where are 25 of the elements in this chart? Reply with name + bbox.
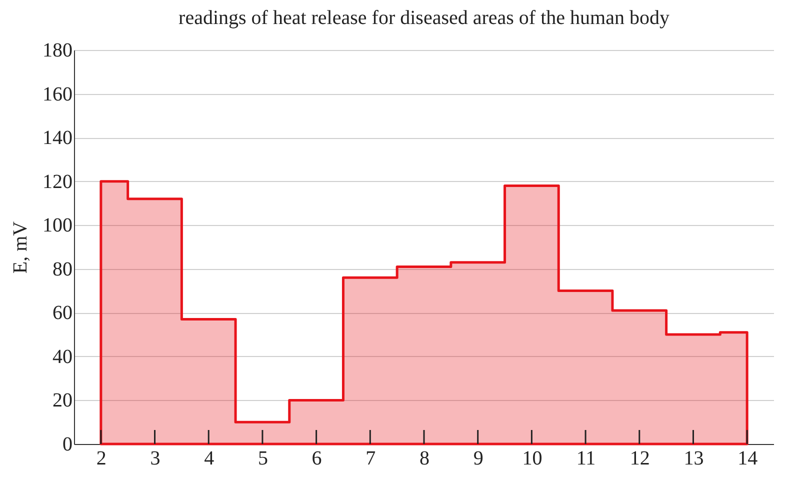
x-tick-label: 10 xyxy=(522,448,542,470)
x-tick-label: 11 xyxy=(576,448,596,470)
y-tick-label: 180 xyxy=(42,40,72,62)
y-tick-label: 80 xyxy=(52,258,72,280)
y-tick-label: 120 xyxy=(42,170,72,193)
y-tick-label: 60 xyxy=(52,302,72,324)
y-tick-label: 40 xyxy=(52,346,72,368)
y-tick-label: 100 xyxy=(42,214,72,237)
x-tick-label: 14 xyxy=(738,448,758,470)
x-tick-label: 7 xyxy=(366,448,376,470)
chart-title: readings of heat release for diseased areas of the human body xyxy=(178,7,670,29)
x-tick-label: 9 xyxy=(473,448,484,470)
x-tick-label: 13 xyxy=(684,448,704,470)
x-tick-label: 12 xyxy=(630,448,650,470)
x-tick-label: 3 xyxy=(150,448,160,470)
y-tick-label: 0 xyxy=(62,434,72,456)
y-tick-label: 20 xyxy=(52,390,72,412)
y-tick-label: 140 xyxy=(42,127,72,150)
x-tick-label: 6 xyxy=(312,448,322,470)
y-axis-title: E, mV xyxy=(10,220,32,274)
x-tick-label: 4 xyxy=(204,448,214,470)
x-tick-label: 8 xyxy=(420,448,430,470)
x-tick-label: 5 xyxy=(258,448,268,470)
x-tick-label: 2 xyxy=(96,448,106,470)
y-tick-label: 160 xyxy=(42,83,72,106)
